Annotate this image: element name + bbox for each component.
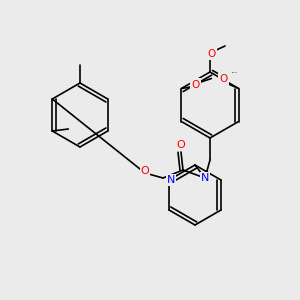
Text: O: O xyxy=(208,49,216,59)
Text: O: O xyxy=(220,74,228,85)
Text: methoxy: methoxy xyxy=(232,72,238,73)
Text: O: O xyxy=(177,140,185,150)
Text: O: O xyxy=(191,80,200,89)
Text: O: O xyxy=(141,166,149,176)
Text: N: N xyxy=(201,173,209,183)
Text: N: N xyxy=(167,175,175,185)
